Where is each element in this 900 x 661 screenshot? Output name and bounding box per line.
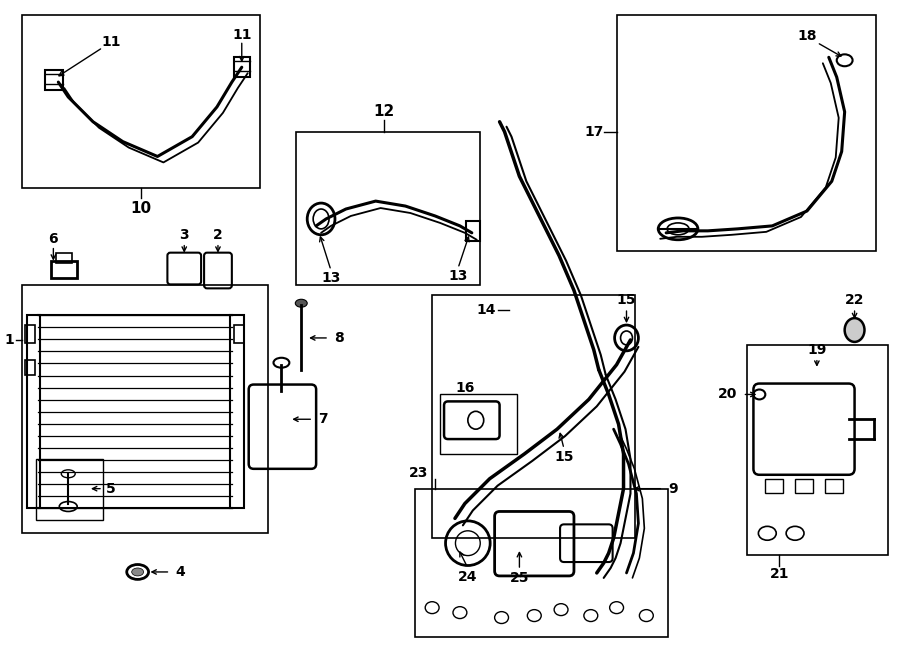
Text: 24: 24 [458, 570, 478, 584]
Bar [35, 459, 103, 520]
Bar [415, 488, 668, 637]
Text: 14: 14 [476, 303, 495, 317]
Text: 22: 22 [845, 293, 864, 307]
Text: 15: 15 [616, 293, 636, 307]
Text: 18: 18 [797, 28, 816, 42]
Text: 13: 13 [448, 270, 468, 284]
Bar [296, 132, 480, 286]
Bar [24, 360, 34, 375]
Text: 12: 12 [373, 104, 394, 120]
Text: 20: 20 [718, 387, 737, 401]
Text: 11: 11 [101, 36, 121, 50]
Text: 9: 9 [669, 482, 678, 496]
Bar [234, 325, 244, 343]
Ellipse shape [845, 318, 865, 342]
Text: 7: 7 [319, 412, 328, 426]
Bar [230, 315, 244, 508]
Ellipse shape [131, 568, 144, 576]
Bar [24, 325, 34, 343]
Bar [51, 260, 77, 278]
Text: 23: 23 [409, 466, 428, 480]
Bar [466, 221, 480, 241]
Ellipse shape [295, 299, 307, 307]
Text: 16: 16 [455, 381, 474, 395]
Text: 4: 4 [176, 565, 185, 579]
Text: 5: 5 [106, 482, 116, 496]
Text: 2: 2 [213, 228, 223, 242]
Text: 10: 10 [130, 200, 151, 215]
Text: 8: 8 [334, 331, 344, 345]
Bar [45, 70, 63, 90]
Text: 1: 1 [4, 333, 14, 347]
Text: 15: 15 [554, 450, 574, 464]
Text: 13: 13 [321, 272, 341, 286]
Bar [824, 479, 842, 492]
Text: 11: 11 [232, 28, 251, 42]
Bar [27, 315, 40, 508]
Bar [616, 15, 877, 251]
Bar [748, 345, 888, 555]
Text: 6: 6 [49, 232, 58, 246]
Bar [432, 295, 635, 538]
Text: 3: 3 [179, 228, 189, 242]
Bar [440, 395, 517, 454]
Bar [765, 479, 783, 492]
Bar [22, 286, 267, 533]
Bar [234, 58, 249, 77]
Bar [22, 15, 259, 188]
Text: 25: 25 [509, 571, 529, 585]
Bar [795, 479, 813, 492]
Text: 21: 21 [770, 567, 789, 581]
Text: 19: 19 [807, 343, 826, 357]
Text: 17: 17 [584, 125, 604, 139]
Bar [57, 253, 72, 262]
Ellipse shape [658, 218, 698, 240]
